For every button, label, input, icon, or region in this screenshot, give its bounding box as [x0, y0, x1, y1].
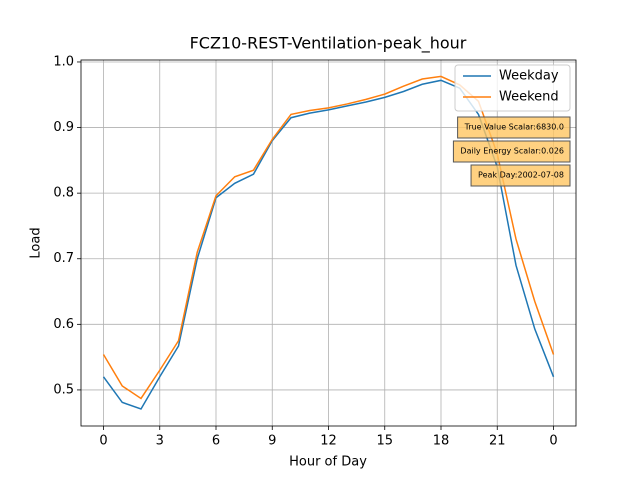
y-tick-label: 1.0 [53, 54, 74, 69]
annotation-box [470, 164, 571, 187]
series-line [102, 79, 555, 410]
y-axis-label: Load [29, 227, 44, 258]
annotation-box [457, 116, 571, 139]
x-tick-label: 6 [212, 434, 220, 449]
x-tick-label: 0 [99, 434, 107, 449]
legend-label: Weekday [499, 69, 559, 84]
annotation-box [452, 140, 571, 163]
x-tick-label: 9 [268, 434, 276, 449]
x-tick-label: 15 [376, 434, 393, 449]
plot-frame [80, 59, 577, 427]
y-tick-label: 0.7 [53, 251, 74, 266]
y-tick-label: 0.8 [53, 186, 74, 201]
y-tick-label: 0.9 [53, 120, 74, 135]
x-tick-label: 21 [489, 434, 506, 449]
annotation: Daily Energy Scalar:0.026 [460, 147, 564, 156]
x-axis-label: Hour of Day [289, 455, 367, 470]
x-tick-label: 0 [549, 434, 557, 449]
chart-title: FCZ10-REST-Ventilation-peak_hour [190, 34, 467, 54]
x-tick-label: 12 [320, 434, 337, 449]
x-tick-label: 3 [156, 434, 164, 449]
annotation: True Value Scalar:6830.0 [464, 123, 564, 132]
y-tick-label: 0.6 [53, 317, 74, 332]
legend-label: Weekend [499, 90, 559, 105]
annotation: Peak Day:2002-07-08 [478, 171, 564, 180]
x-tick-label: 18 [433, 434, 450, 449]
y-tick-label: 0.5 [53, 382, 74, 397]
